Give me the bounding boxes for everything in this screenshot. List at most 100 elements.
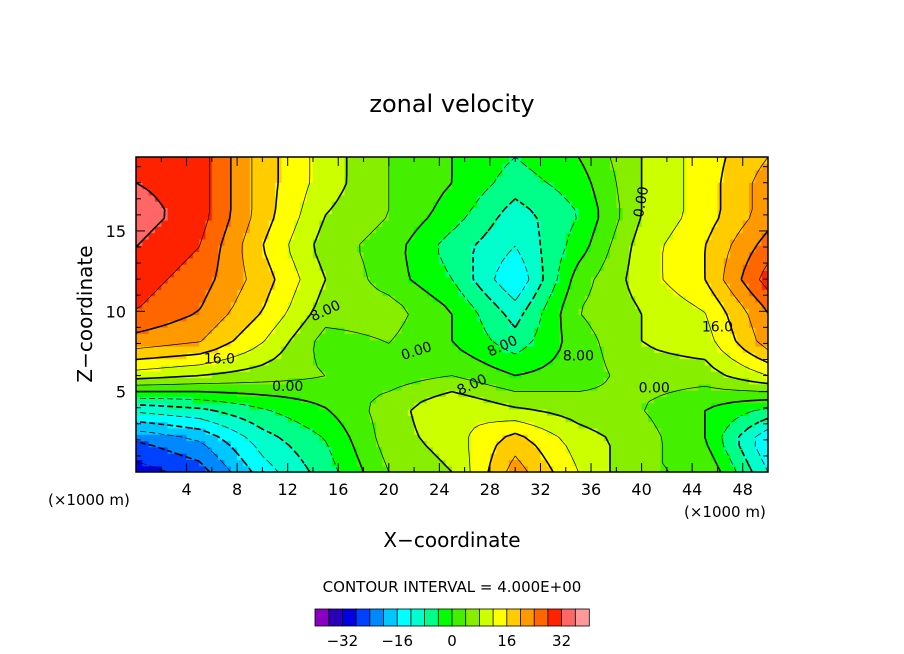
heat-cell <box>281 226 289 234</box>
heat-cell <box>249 402 257 410</box>
heat-cell <box>711 169 719 177</box>
heat-cell <box>344 226 352 234</box>
heat-cell <box>306 213 314 221</box>
heat-cell <box>647 238 655 246</box>
heat-cell <box>439 301 447 309</box>
heat-cell <box>401 264 409 271</box>
heat-cell <box>559 182 567 190</box>
heat-cell <box>192 446 200 454</box>
heat-cell <box>464 238 472 246</box>
heat-cell <box>736 390 744 397</box>
heat-cell <box>584 301 592 309</box>
heat-cell <box>635 264 643 271</box>
heat-cell <box>306 276 314 284</box>
heat-cell <box>382 352 390 360</box>
heat-cell <box>628 232 636 240</box>
heat-cell <box>622 289 630 297</box>
heat-cell <box>477 377 485 385</box>
heat-cell <box>357 157 365 164</box>
heat-cell <box>344 402 352 410</box>
heat-cell <box>470 194 478 202</box>
heat-cell <box>666 251 674 259</box>
heat-cell <box>692 276 700 284</box>
heat-cell <box>256 434 263 442</box>
heat-cell <box>534 188 542 196</box>
heat-cell <box>723 446 731 454</box>
heat-cell <box>388 220 396 227</box>
heat-cell <box>224 358 232 366</box>
heat-cell <box>470 238 478 246</box>
heat-cell <box>559 207 567 215</box>
heat-cell <box>698 352 706 360</box>
heat-cell <box>641 409 649 416</box>
heat-cell <box>591 270 598 278</box>
heat-cell <box>711 226 719 234</box>
heat-cell <box>382 459 390 467</box>
heat-cell <box>515 169 523 177</box>
heat-cell <box>641 295 649 303</box>
heat-cell <box>622 238 630 246</box>
heat-cell <box>616 226 624 234</box>
heat-cell <box>211 465 219 472</box>
heat-cell <box>761 301 768 309</box>
heat-cell <box>445 314 453 322</box>
heat-cell <box>420 383 428 391</box>
heat-cell <box>628 339 636 347</box>
heat-cell <box>192 390 200 397</box>
heat-cell <box>483 308 491 316</box>
heat-cell <box>218 264 226 271</box>
heat-cell <box>692 358 700 366</box>
heat-cell <box>426 308 434 316</box>
heat-cell <box>199 446 207 454</box>
heat-cell <box>622 175 630 183</box>
heat-cell <box>300 339 308 347</box>
heat-cell <box>723 226 731 234</box>
heat-cell <box>338 453 346 460</box>
heat-cell <box>167 232 175 240</box>
heat-cell <box>420 220 428 227</box>
heat-cell <box>692 390 700 397</box>
heat-cell <box>433 238 440 246</box>
heat-cell <box>572 251 579 259</box>
heat-cell <box>148 446 156 454</box>
heat-cell <box>572 245 579 253</box>
heat-cell <box>420 163 428 171</box>
heat-cell <box>508 301 516 309</box>
heat-cell <box>445 238 453 246</box>
heat-cell <box>281 327 289 334</box>
heat-cell <box>584 157 592 164</box>
heat-cell <box>673 465 681 472</box>
heat-cell <box>546 352 554 360</box>
heat-cell <box>237 301 245 309</box>
heat-cell <box>458 276 466 284</box>
heat-cell <box>268 245 276 253</box>
heat-cell <box>666 440 674 448</box>
heat-cell <box>376 232 384 240</box>
heat-cell <box>154 446 162 454</box>
heat-cell <box>306 226 314 234</box>
heat-cell <box>338 169 346 177</box>
heat-cell <box>407 213 415 221</box>
heat-cell <box>470 182 478 190</box>
heat-cell <box>452 371 459 379</box>
heat-cell <box>508 364 516 372</box>
heat-cell <box>578 446 586 454</box>
heat-cell <box>294 314 301 322</box>
heat-cell <box>192 333 200 341</box>
heat-cell <box>736 194 744 202</box>
heat-cell <box>186 314 194 322</box>
heat-cell <box>508 245 516 253</box>
heat-cell <box>521 333 529 341</box>
heat-cell <box>654 175 662 183</box>
heat-cell <box>173 289 181 297</box>
heat-cell <box>445 346 453 353</box>
heat-cell <box>635 358 643 366</box>
heat-cell <box>395 238 403 246</box>
heat-cell <box>376 346 384 353</box>
heat-cell <box>540 207 548 215</box>
heat-cell <box>369 251 377 259</box>
heat-cell <box>287 169 295 177</box>
heat-cell <box>591 364 598 372</box>
heat-cell <box>445 264 453 271</box>
heat-cell <box>540 333 548 341</box>
